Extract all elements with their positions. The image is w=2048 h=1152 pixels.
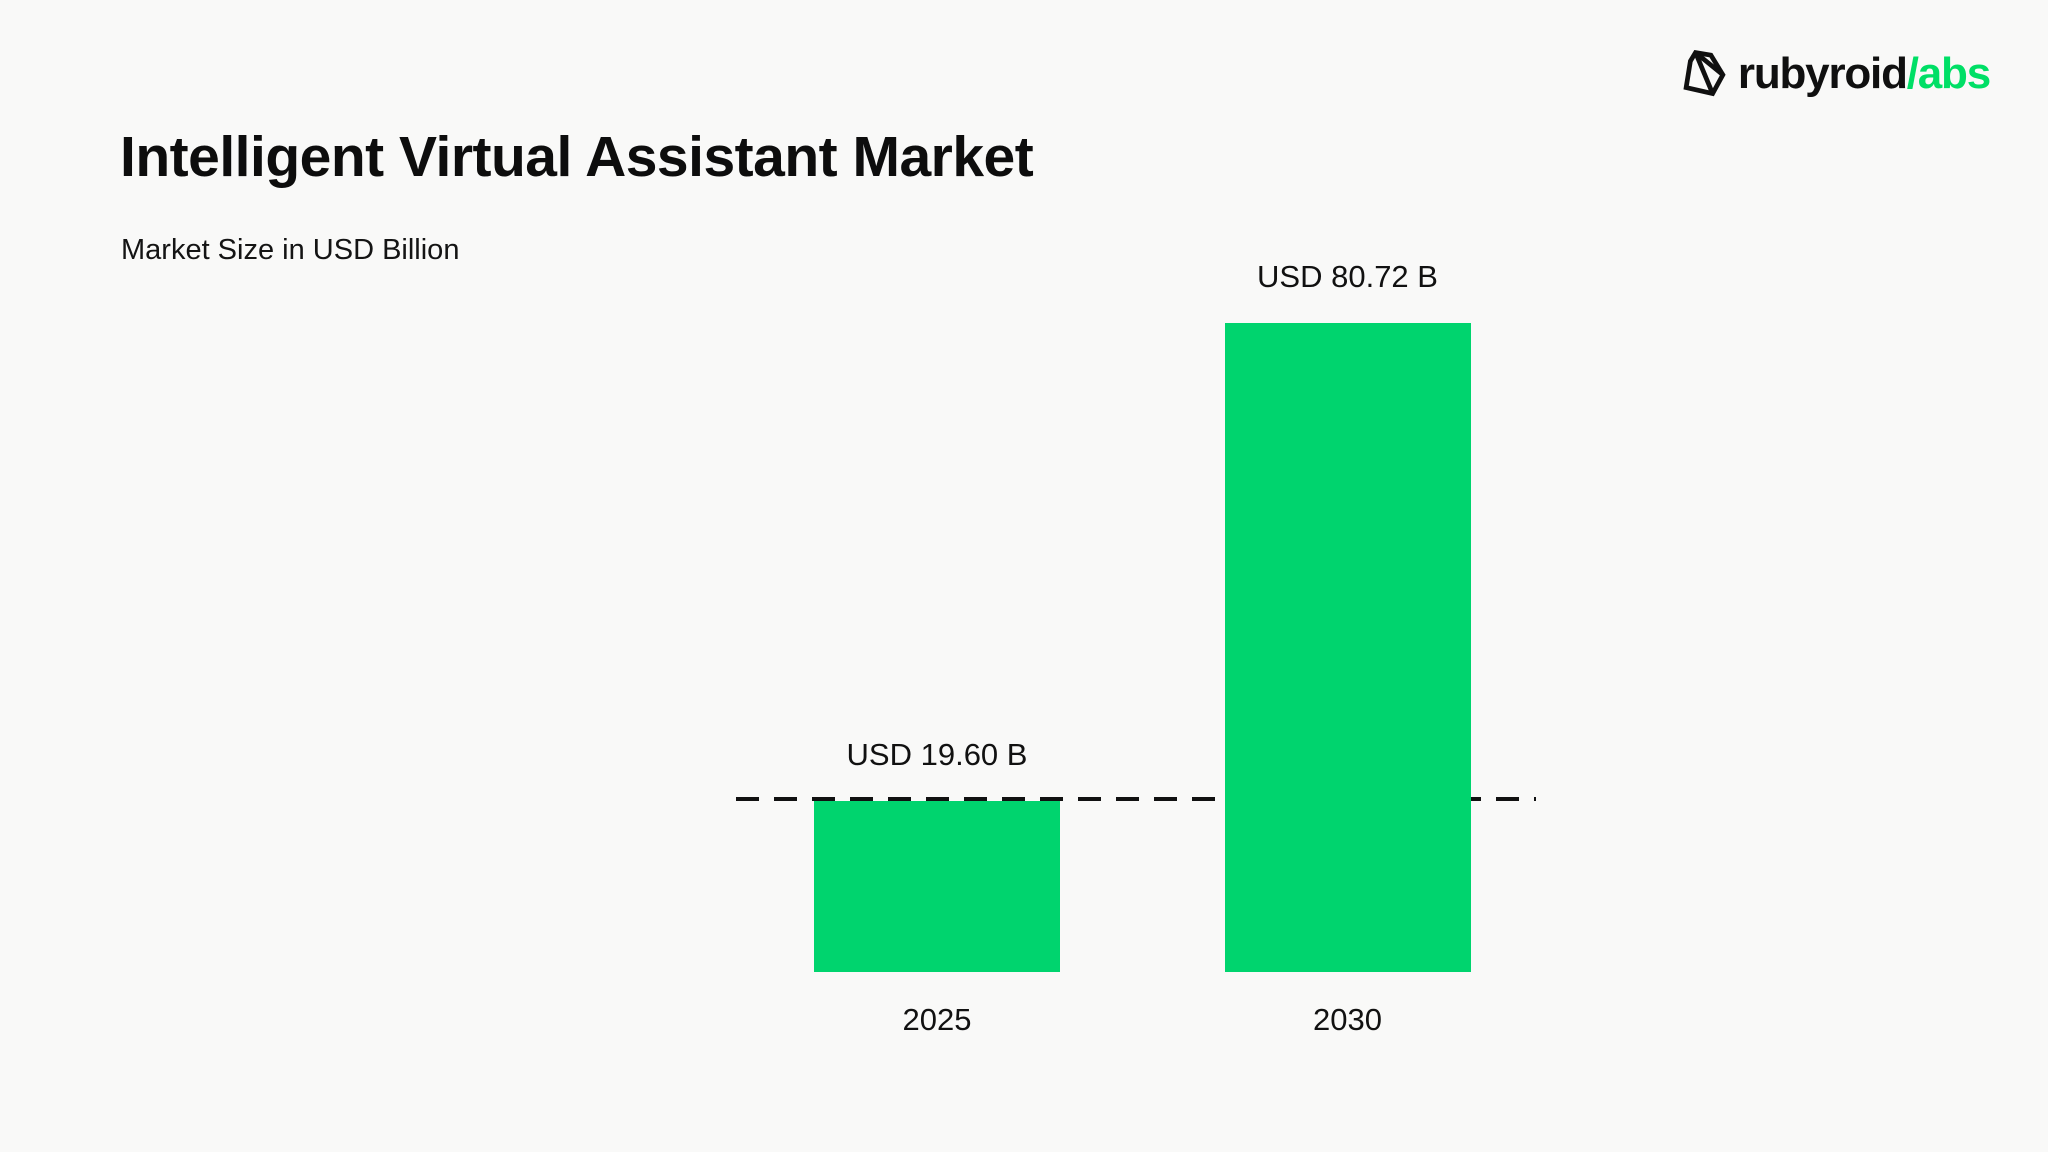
logo-text-rubyroid: rubyroid [1737,48,1908,98]
axis-label-2025: 2025 [902,1002,972,1037]
value-label-2030: USD 80.72 B [1257,259,1438,295]
bar-2025 [814,801,1060,972]
value-label-2025: USD 19.60 B [846,737,1028,773]
page-subtitle: Market Size in USD Billion [121,234,460,266]
logo-wordmark: rubyroid/abs [1737,48,1991,98]
page-title: Intelligent Virtual Assistant Market [120,125,1034,189]
rubyroidlabs-logo: rubyroid/abs [1681,48,1991,98]
logo-text-labs: /abs [1906,48,1991,98]
bar-2030 [1224,323,1471,972]
gem-icon [1683,50,1726,97]
axis-label-2030: 2030 [1313,1002,1382,1037]
